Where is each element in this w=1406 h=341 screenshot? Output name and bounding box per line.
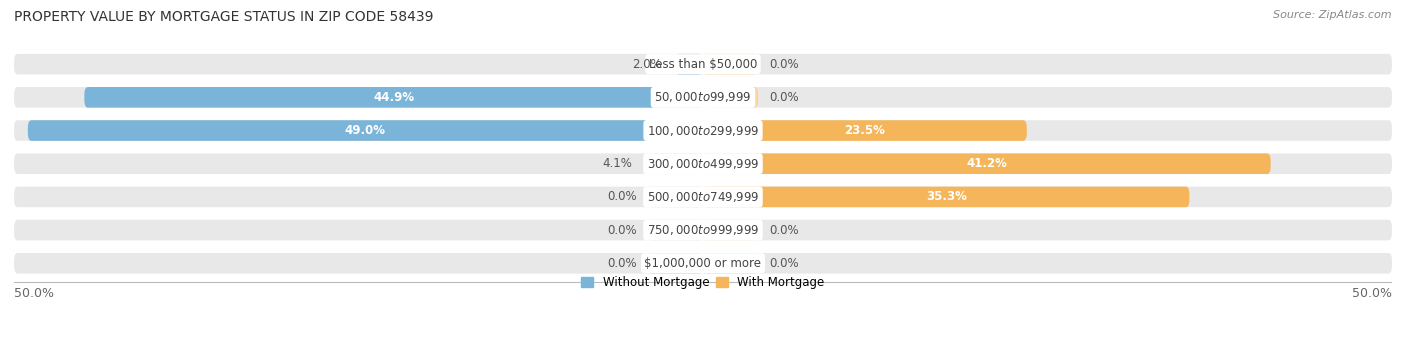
Text: 0.0%: 0.0% [607,190,637,204]
FancyBboxPatch shape [647,153,703,174]
FancyBboxPatch shape [703,87,758,108]
FancyBboxPatch shape [28,120,703,141]
Text: 0.0%: 0.0% [769,91,799,104]
FancyBboxPatch shape [14,120,1392,141]
FancyBboxPatch shape [703,120,1026,141]
Text: PROPERTY VALUE BY MORTGAGE STATUS IN ZIP CODE 58439: PROPERTY VALUE BY MORTGAGE STATUS IN ZIP… [14,10,433,24]
Text: 23.5%: 23.5% [845,124,886,137]
Text: $1,000,000 or more: $1,000,000 or more [644,257,762,270]
FancyBboxPatch shape [703,253,758,273]
Text: 44.9%: 44.9% [373,91,415,104]
FancyBboxPatch shape [703,54,758,74]
Text: $100,000 to $299,999: $100,000 to $299,999 [647,123,759,137]
FancyBboxPatch shape [703,187,1189,207]
Text: 0.0%: 0.0% [607,257,637,270]
Text: 2.0%: 2.0% [631,58,662,71]
Text: 50.0%: 50.0% [14,287,53,300]
Text: 49.0%: 49.0% [344,124,385,137]
Text: $500,000 to $749,999: $500,000 to $749,999 [647,190,759,204]
Text: 0.0%: 0.0% [769,224,799,237]
FancyBboxPatch shape [14,187,1392,207]
FancyBboxPatch shape [703,220,758,240]
Text: 0.0%: 0.0% [769,257,799,270]
Text: $300,000 to $499,999: $300,000 to $499,999 [647,157,759,171]
FancyBboxPatch shape [648,187,703,207]
FancyBboxPatch shape [14,253,1392,273]
Text: Source: ZipAtlas.com: Source: ZipAtlas.com [1274,10,1392,20]
Text: 35.3%: 35.3% [925,190,967,204]
Text: 50.0%: 50.0% [1353,287,1392,300]
FancyBboxPatch shape [648,220,703,240]
FancyBboxPatch shape [14,153,1392,174]
Text: 41.2%: 41.2% [966,157,1007,170]
Text: $50,000 to $99,999: $50,000 to $99,999 [654,90,752,104]
Text: $750,000 to $999,999: $750,000 to $999,999 [647,223,759,237]
Text: Less than $50,000: Less than $50,000 [648,58,758,71]
FancyBboxPatch shape [14,220,1392,240]
Text: 0.0%: 0.0% [769,58,799,71]
FancyBboxPatch shape [84,87,703,108]
FancyBboxPatch shape [14,87,1392,108]
Legend: Without Mortgage, With Mortgage: Without Mortgage, With Mortgage [581,276,825,289]
Text: 4.1%: 4.1% [603,157,633,170]
FancyBboxPatch shape [703,153,1271,174]
FancyBboxPatch shape [675,54,703,74]
FancyBboxPatch shape [648,253,703,273]
Text: 0.0%: 0.0% [607,224,637,237]
FancyBboxPatch shape [14,54,1392,74]
